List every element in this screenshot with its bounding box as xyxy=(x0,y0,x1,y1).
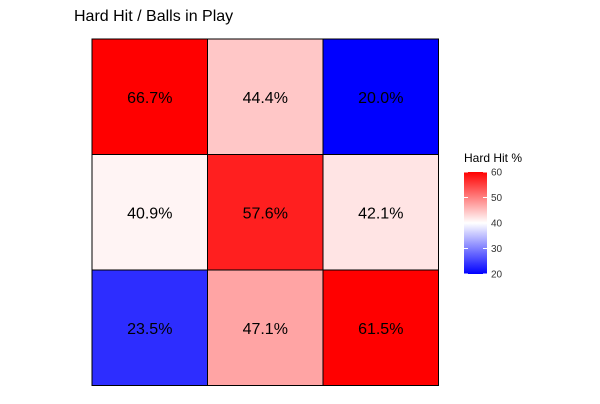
cell-label-r3-c1: 23.5% xyxy=(127,321,172,338)
heatmap-cell-r3-c2 xyxy=(207,269,324,386)
legend-color-bar xyxy=(464,172,487,274)
heatmap-cell-r2-c3 xyxy=(322,154,439,271)
cell-label-r3-c2: 47.1% xyxy=(243,321,288,338)
legend-tick-label-40: 40 xyxy=(491,219,503,230)
cell-label-r1-c3: 20.0% xyxy=(358,90,403,107)
legend-tick-label-50: 50 xyxy=(491,193,503,204)
cell-label-r2-c1: 40.9% xyxy=(127,205,172,222)
heatmap-grid: 66.7% 44.4% 20.0% 40.9% 57.6% 42.1% 23.5% 47.1%… xyxy=(91,38,439,386)
heatmap-cell-r3-c1 xyxy=(91,269,208,386)
cell-label-r1-c2: 44.4% xyxy=(243,90,288,107)
cell-label-r3-c3: 61.5% xyxy=(358,321,403,338)
heatmap-cell-r2-c1 xyxy=(91,154,208,271)
legend-tick-label-60: 60 xyxy=(491,168,503,179)
legend-tick-label-30: 30 xyxy=(491,244,503,255)
cell-label-r2-c2: 57.6% xyxy=(243,205,288,222)
cell-label-r2-c3: 42.1% xyxy=(358,205,403,222)
heatmap-cell-r1-c1 xyxy=(91,38,208,155)
cell-label-r1-c1: 66.7% xyxy=(127,90,172,107)
chart-title: Hard Hit / Balls in Play xyxy=(74,8,233,25)
color-legend: Hard Hit % 60 50 40 30 20 xyxy=(464,151,522,281)
heatmap-cell-r2-c2 xyxy=(207,154,324,271)
legend-tick-label-20: 20 xyxy=(491,270,503,281)
heatmap-cell-r1-c3 xyxy=(322,38,439,155)
heatmap-cell-r3-c3 xyxy=(322,269,439,386)
legend-title: Hard Hit % xyxy=(464,151,522,165)
heatmap-cell-r1-c2 xyxy=(207,38,324,155)
